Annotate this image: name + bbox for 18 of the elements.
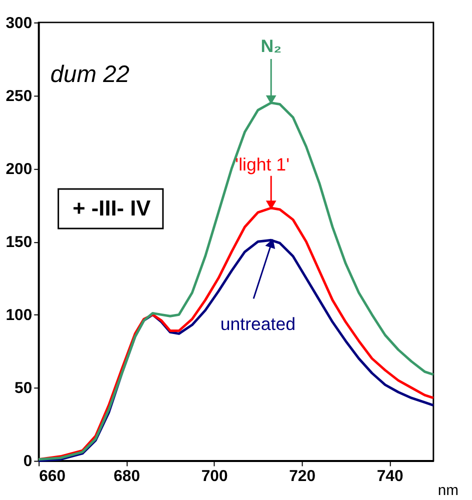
x-axis-title: nm	[438, 482, 458, 499]
text: N₂	[260, 36, 282, 56]
series-label: untreated	[220, 314, 296, 334]
x-tick-label: 660	[39, 468, 66, 486]
y-tick-label: 50	[14, 380, 32, 398]
x-tick-label: 740	[376, 468, 404, 486]
x-tick-label: 720	[289, 468, 316, 486]
annotation: dum 22	[50, 62, 130, 88]
y-tick-label: 0	[23, 453, 32, 470]
x-tick-label: 680	[114, 468, 140, 486]
y-tick-label: 100	[6, 307, 32, 324]
y-tick-label: 200	[6, 161, 32, 178]
x-tick-label: 700	[201, 468, 228, 486]
y-tick-label: 250	[6, 88, 32, 105]
y-tick-label: 150	[6, 234, 32, 252]
annotation: + -III- IV	[72, 196, 152, 221]
y-tick-label: 300	[6, 14, 32, 32]
text: 'light 1'	[235, 154, 290, 175]
